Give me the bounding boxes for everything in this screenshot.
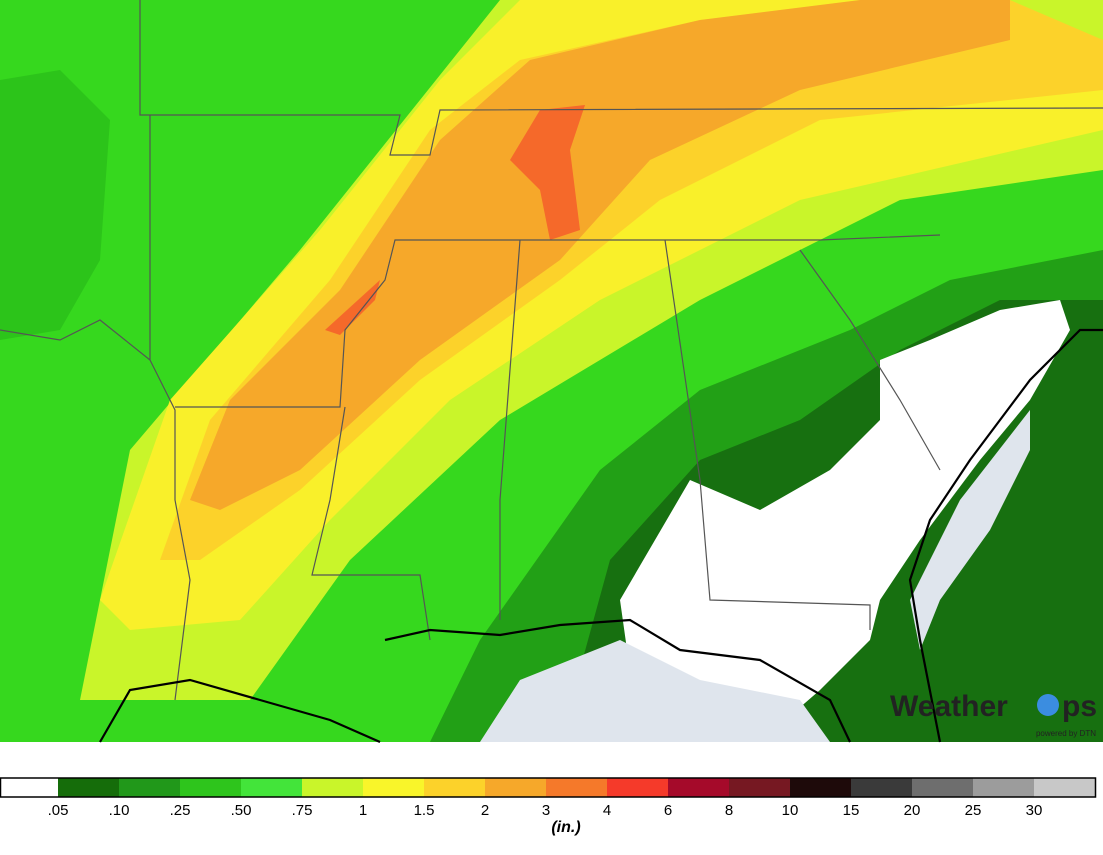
legend-label: 1.5 [414,802,435,819]
legend-label: 6 [664,802,672,819]
legend-swatch [485,778,546,797]
legend-label: .25 [170,802,191,819]
water [480,640,830,742]
state-border [175,234,941,408]
state-border [0,319,151,361]
state-border [799,249,941,471]
legend-label: 1 [359,802,367,819]
logo-icon [1037,694,1059,716]
legend-swatch [1034,778,1095,797]
legend-label: 2 [481,802,489,819]
precip-area [0,70,110,340]
precip-area [190,0,1010,510]
legend-label: .05 [48,802,69,819]
legend-unit: (in.) [551,819,580,836]
legend-swatch [119,778,180,797]
state-border [499,239,521,620]
coastline [99,678,381,744]
legend-label: .10 [109,802,130,819]
precip-area [325,280,380,335]
precip-area [510,105,585,240]
legend-label: 4 [603,802,611,819]
legend-label: 15 [843,802,860,819]
legend-swatch [302,778,363,797]
legend-swatch [973,778,1034,797]
legend-swatch [424,778,485,797]
legend-label: 3 [542,802,550,819]
coastline [908,328,1103,743]
legend-swatch [180,778,241,797]
logo-text: ps [1062,690,1097,723]
legend-swatch [363,778,424,797]
legend-swatch [546,778,607,797]
legend-swatch [851,778,912,797]
logo: Weather ps powered by DTN [890,690,1097,738]
precip-area [100,0,1103,630]
legend-frame [0,777,1097,798]
legend-label: 20 [904,802,921,819]
legend-swatch [790,778,851,797]
legend-swatch [58,778,119,797]
no-precip-area [620,300,1070,742]
legend-label: 10 [782,802,799,819]
legend-label: .75 [292,802,313,819]
legend: (in.) .05 .10 .25 .50 .75 1 1.5 2 3 4 6 8 10 15 20 25 30 [0,777,1097,836]
legend-label: 30 [1026,802,1043,819]
coastline [384,618,851,743]
state-border [139,0,1103,156]
logo-tagline: powered by DTN [1036,729,1096,738]
legend-swatch [912,778,973,797]
legend-swatch [607,778,668,797]
state-border [664,239,871,630]
legend-label: .50 [231,802,252,819]
state-border [311,406,431,641]
state-border [149,115,191,701]
precipitation-map [0,0,1103,744]
water [910,410,1030,650]
logo-text: Weather [890,690,1008,723]
legend-label: 25 [965,802,982,819]
legend-swatch [0,778,58,797]
legend-swatch [668,778,729,797]
legend-swatch [729,778,790,797]
legend-label: 8 [725,802,733,819]
legend-swatch [241,778,302,797]
